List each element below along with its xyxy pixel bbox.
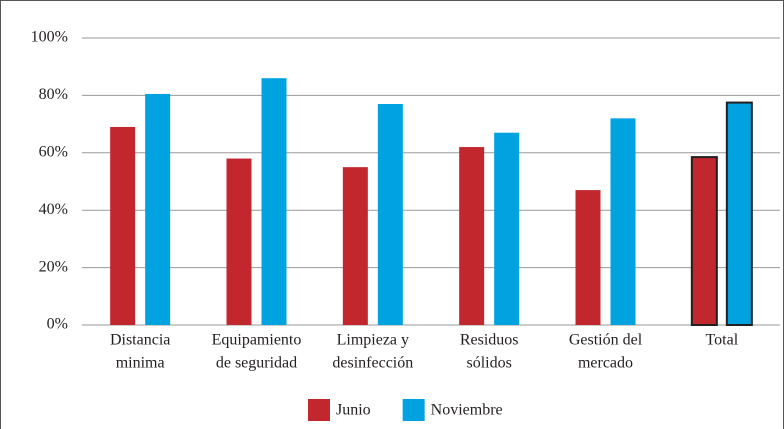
legend-swatch — [402, 399, 425, 421]
x-tick-label: desinfección — [332, 355, 413, 372]
bar — [342, 167, 368, 325]
y-tick-label: 0% — [47, 316, 68, 333]
legend-label: Noviembre — [431, 402, 503, 419]
x-tick-label: de seguridad — [216, 355, 297, 372]
y-tick-label: 60% — [39, 143, 68, 160]
y-tick-label: 20% — [39, 258, 68, 275]
bar — [377, 104, 403, 325]
bar — [261, 78, 287, 326]
legend-label: Junio — [336, 402, 371, 419]
x-tick-label: Distancia — [110, 332, 170, 349]
bar — [610, 118, 636, 325]
y-tick-label: 80% — [39, 86, 68, 103]
bar — [145, 93, 171, 325]
bar — [110, 126, 136, 325]
y-tick-label: 100% — [31, 29, 68, 46]
x-tick-label: sólidos — [466, 355, 511, 372]
bar — [494, 132, 520, 325]
y-tick-label: 40% — [39, 201, 68, 218]
x-tick-label: Total — [706, 332, 739, 349]
bar — [226, 158, 252, 325]
x-tick-label: Equipamiento — [212, 332, 302, 349]
x-tick-label: Gestión del — [569, 332, 643, 349]
bar — [725, 101, 753, 326]
x-tick-label: minima — [116, 355, 165, 372]
x-tick-label: mercado — [578, 355, 633, 372]
x-tick-label: Limpieza y — [337, 332, 409, 349]
bar — [575, 190, 601, 325]
bar — [459, 147, 485, 325]
x-tick-label: Residuos — [460, 332, 519, 349]
legend-swatch — [308, 399, 330, 421]
bar — [690, 156, 718, 326]
